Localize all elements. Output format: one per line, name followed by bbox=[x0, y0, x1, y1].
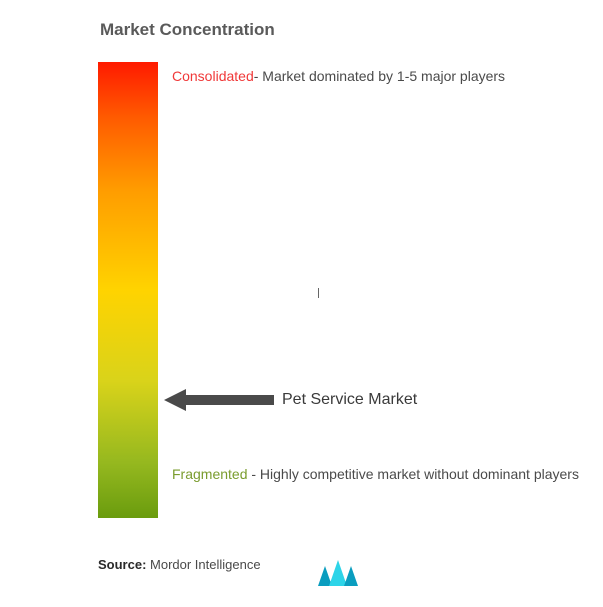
fragmented-keyword: Fragmented bbox=[172, 466, 247, 482]
market-label: Pet Service Market bbox=[282, 391, 417, 409]
center-tick bbox=[318, 288, 319, 298]
source-value: Mordor Intelligence bbox=[146, 557, 260, 572]
concentration-gradient-bar bbox=[98, 62, 158, 518]
consolidated-label: Consolidated- Market dominated by 1-5 ma… bbox=[172, 68, 505, 84]
mordor-logo-icon bbox=[318, 560, 358, 586]
source-line: Source: Mordor Intelligence bbox=[98, 557, 261, 572]
fragmented-label: Fragmented - Highly competitive market w… bbox=[172, 461, 579, 488]
source-label: Source: bbox=[98, 557, 146, 572]
page-title: Market Concentration bbox=[100, 20, 275, 40]
marker-arrow bbox=[164, 388, 276, 417]
fragmented-text: - Highly competitive market without domi… bbox=[247, 466, 578, 482]
consolidated-keyword: Consolidated bbox=[172, 68, 254, 84]
consolidated-text: - Market dominated by 1-5 major players bbox=[254, 68, 505, 84]
